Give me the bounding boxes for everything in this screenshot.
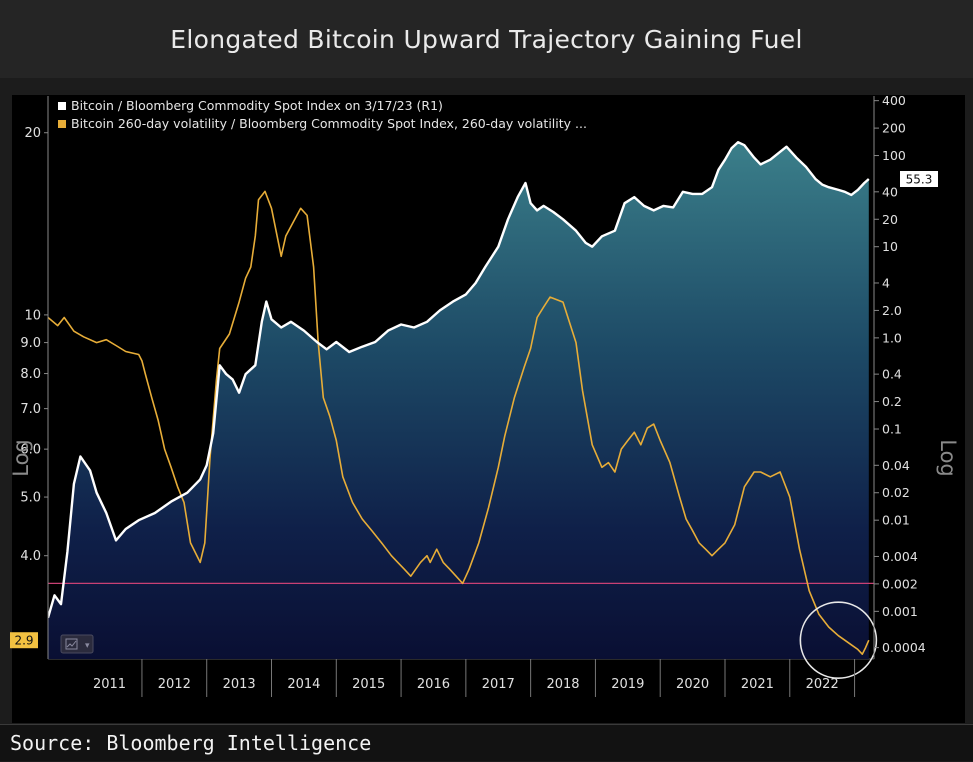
chart-tool-icon[interactable]: ▾ <box>60 634 94 654</box>
x-axis: 2011 2012 2013 2014 2015 2016 2017 2018 2019 2020… <box>93 659 856 697</box>
right-tick-label: 20 <box>882 212 898 227</box>
chart-title: Elongated Bitcoin Upward Trajectory Gain… <box>0 0 973 78</box>
left-tick-label: 7.0 <box>20 402 41 417</box>
area-layer <box>48 142 869 659</box>
right-tick-label: 400 <box>882 93 906 108</box>
x-axis-band <box>48 659 874 705</box>
bitcoin-area <box>48 142 869 659</box>
right-tick-label: 1.0 <box>882 330 902 345</box>
right-tick-label: 0.002 <box>882 576 918 591</box>
right-axis: 400 200 100 40 20 10 4 2.0 1.0 0.4 0.2 0.1 0.04 0.02 0… <box>873 93 938 659</box>
left-axis-title: Log <box>9 439 33 477</box>
right-tick-label: 10 <box>882 239 898 254</box>
svg-text:▾: ▾ <box>85 641 90 651</box>
legend-label-volatility: Bitcoin 260-day volatility / Bloomberg C… <box>71 116 587 131</box>
left-tick-label: 9.0 <box>20 336 41 351</box>
left-tick-label: 20 <box>24 126 41 141</box>
line-layer <box>48 141 870 655</box>
left-axis: 20 10 9.0 8.0 7.0 6.0 5.0 4.0 2.9 <box>10 96 49 659</box>
legend-swatch-volatility <box>58 120 66 128</box>
right-tick-label: 0.02 <box>882 485 910 500</box>
right-tick-label: 0.004 <box>882 549 918 564</box>
x-tick-label: 2021 <box>741 677 774 692</box>
source-footer: Source: Bloomberg Intelligence <box>0 724 973 761</box>
right-value-badge-label: 55.3 <box>906 172 933 186</box>
x-tick-label: 2022 <box>806 677 839 692</box>
legend: Bitcoin / Bloomberg Commodity Spot Index… <box>58 98 587 131</box>
x-tick-label: 2018 <box>546 677 579 692</box>
left-tick-label: 5.0 <box>20 491 41 506</box>
x-tick-label: 2020 <box>676 677 709 692</box>
right-axis-title: Log <box>936 439 960 477</box>
legend-swatch-bitcoin <box>58 102 66 110</box>
annotation-circle <box>799 601 878 680</box>
legend-label-bitcoin: Bitcoin / Bloomberg Commodity Spot Index… <box>71 98 443 113</box>
x-tick-label: 2012 <box>158 677 191 692</box>
right-value-badge <box>900 170 938 187</box>
right-tick-label: 40 <box>882 184 898 199</box>
annotation-layer <box>799 601 878 680</box>
bitcoin-line <box>48 141 870 619</box>
chart-container: 20 10 9.0 8.0 7.0 6.0 5.0 4.0 2.9 400 200 100 40 20 1… <box>0 78 973 723</box>
right-tick-label: 0.001 <box>882 604 918 619</box>
x-tick-label: 2017 <box>482 677 515 692</box>
x-tick-label: 2015 <box>352 677 385 692</box>
right-tick-label: 2.0 <box>882 303 902 318</box>
right-tick-label: 0.0004 <box>882 640 926 655</box>
left-tick-label: 10 <box>24 308 41 323</box>
right-tick-label: 0.04 <box>882 458 910 473</box>
left-value-badge-label: 2.9 <box>14 634 33 648</box>
right-tick-label: 200 <box>882 121 906 136</box>
left-value-badge <box>10 632 38 649</box>
left-tick-label: 6.0 <box>20 443 41 458</box>
right-tick-label: 0.1 <box>882 422 902 437</box>
x-tick-label: 2016 <box>417 677 450 692</box>
right-tick-label: 4 <box>882 275 890 290</box>
right-tick-label: 0.4 <box>882 367 902 382</box>
x-tick-label: 2019 <box>611 677 644 692</box>
right-tick-label: 0.2 <box>882 394 902 409</box>
left-tick-label: 4.0 <box>20 549 41 564</box>
right-tick-label: 0.01 <box>882 513 910 528</box>
left-tick-label: 8.0 <box>20 367 41 382</box>
right-tick-label: 100 <box>882 148 906 163</box>
x-tick-label: 2013 <box>223 677 256 692</box>
volatility-line <box>48 190 870 655</box>
x-tick-label: 2014 <box>287 677 320 692</box>
x-tick-label: 2011 <box>93 677 126 692</box>
